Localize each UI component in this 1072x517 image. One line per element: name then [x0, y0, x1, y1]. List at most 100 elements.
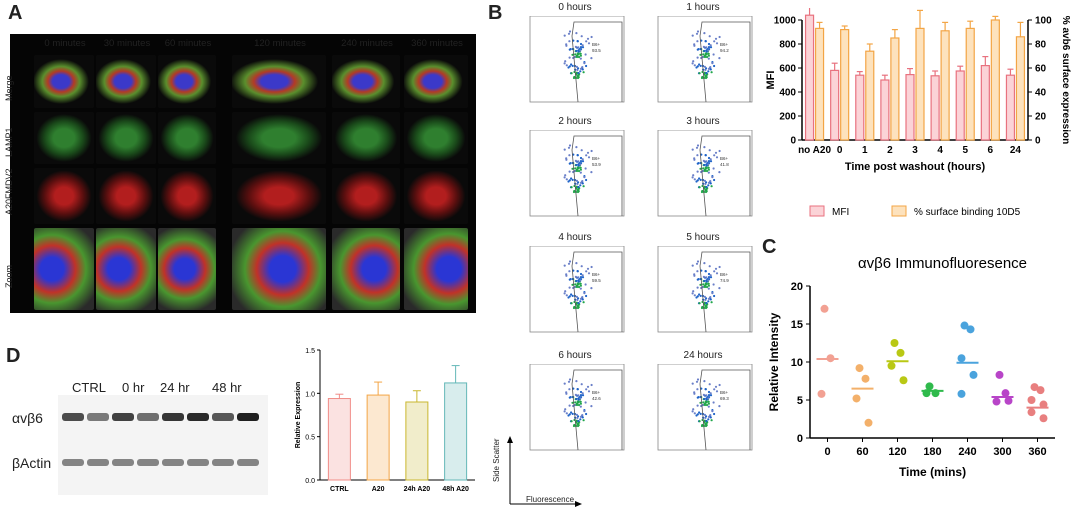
flow-event	[587, 390, 591, 393]
flow-event	[581, 394, 585, 397]
x-tick-label: 24h A20	[404, 486, 431, 493]
x-tick-label: A20	[372, 486, 385, 493]
flow-event	[703, 279, 706, 283]
flow-event	[703, 55, 707, 59]
data-point	[1004, 396, 1013, 405]
micro-tile	[332, 112, 400, 164]
flow-event	[585, 294, 588, 298]
flow-gate-label: B6+	[720, 390, 729, 395]
flow-event	[581, 158, 584, 161]
surface-bar	[965, 27, 975, 141]
flow-gate-label: B6+	[720, 272, 729, 277]
flow-event	[705, 420, 708, 423]
avb6-band	[162, 413, 184, 421]
flow-event	[709, 414, 712, 417]
flow-event	[583, 176, 586, 179]
flow-event	[707, 282, 710, 285]
fluorescence-label: Fluorescence	[526, 495, 575, 504]
flow-event	[705, 394, 708, 397]
flow-event	[575, 397, 578, 401]
flow-event	[699, 53, 702, 56]
y-tick-label: 0.5	[305, 435, 315, 442]
flow-event	[579, 168, 582, 171]
flow-event	[707, 287, 710, 290]
surface-bar	[990, 19, 1000, 141]
flow-event	[570, 177, 573, 180]
data-point	[864, 418, 873, 427]
flow-event	[565, 178, 568, 181]
flow-event	[563, 176, 566, 179]
flow-event	[698, 420, 701, 423]
x-tick-label: no A20	[798, 145, 831, 156]
flow-event	[585, 64, 588, 68]
flow-event	[574, 393, 577, 396]
flow-event	[579, 156, 583, 160]
flow-event	[709, 46, 713, 49]
flow-event	[703, 163, 706, 167]
flow-event	[568, 295, 571, 298]
flow-event	[576, 40, 579, 43]
flow-event	[696, 144, 700, 147]
flow-event	[575, 169, 579, 173]
y-tick-right-label: 80	[1035, 40, 1047, 51]
flow-event	[691, 382, 694, 385]
flow-event	[582, 185, 585, 188]
surface-bar	[865, 50, 875, 141]
lane-label: 0 hr	[122, 380, 145, 395]
flow-event	[568, 40, 571, 43]
micro-tile	[158, 228, 216, 310]
flow-event	[707, 57, 710, 60]
flow-event	[567, 32, 571, 35]
flow-event	[693, 294, 696, 297]
y-axis-title: MFI	[765, 71, 777, 90]
flow-event	[708, 383, 711, 386]
flow-event	[577, 279, 580, 282]
flow-event	[563, 264, 566, 267]
flow-event	[577, 169, 581, 173]
flow-event	[691, 62, 694, 65]
flow-event	[590, 287, 593, 290]
flow-event	[698, 63, 701, 66]
flow-axes-legend	[507, 436, 582, 507]
flow-event	[582, 71, 585, 74]
y-tick-label: 200	[779, 112, 796, 123]
flow-event	[699, 401, 702, 404]
flow-event	[713, 294, 716, 298]
data-point	[1030, 383, 1039, 392]
flow-event	[579, 390, 583, 394]
flow-event	[579, 163, 582, 166]
micro-tile	[158, 55, 216, 108]
micro-tile	[332, 228, 400, 310]
flow-event	[703, 49, 706, 53]
flow-event	[718, 265, 721, 269]
flow-event	[579, 282, 582, 285]
flow-event	[563, 410, 566, 413]
micro-tile	[96, 112, 156, 164]
flow-event	[705, 49, 708, 52]
flow-event	[585, 154, 588, 157]
flow-event	[718, 57, 721, 60]
flow-event	[563, 382, 566, 385]
flow-event	[715, 42, 719, 45]
flow-gate	[571, 135, 623, 217]
x-tick-label: 24	[1010, 145, 1022, 156]
flow-event	[707, 300, 710, 303]
flow-plot-title: 5 hours	[686, 232, 720, 243]
flow-event	[577, 394, 580, 397]
flow-event	[707, 276, 711, 279]
data-point	[1039, 414, 1048, 423]
flow-gate-value: 59.5	[592, 278, 601, 283]
data-point	[931, 389, 940, 398]
flow-gate	[571, 251, 623, 333]
flow-event	[691, 264, 694, 267]
flow-event	[568, 286, 571, 289]
flow-event	[718, 149, 721, 153]
data-point	[1036, 386, 1045, 395]
flow-event	[710, 419, 713, 422]
flow-event	[577, 160, 580, 163]
flow-event	[705, 302, 708, 305]
flow-event	[701, 423, 704, 427]
flow-event	[575, 32, 578, 35]
flow-event	[584, 167, 587, 170]
flow-event	[568, 404, 571, 407]
